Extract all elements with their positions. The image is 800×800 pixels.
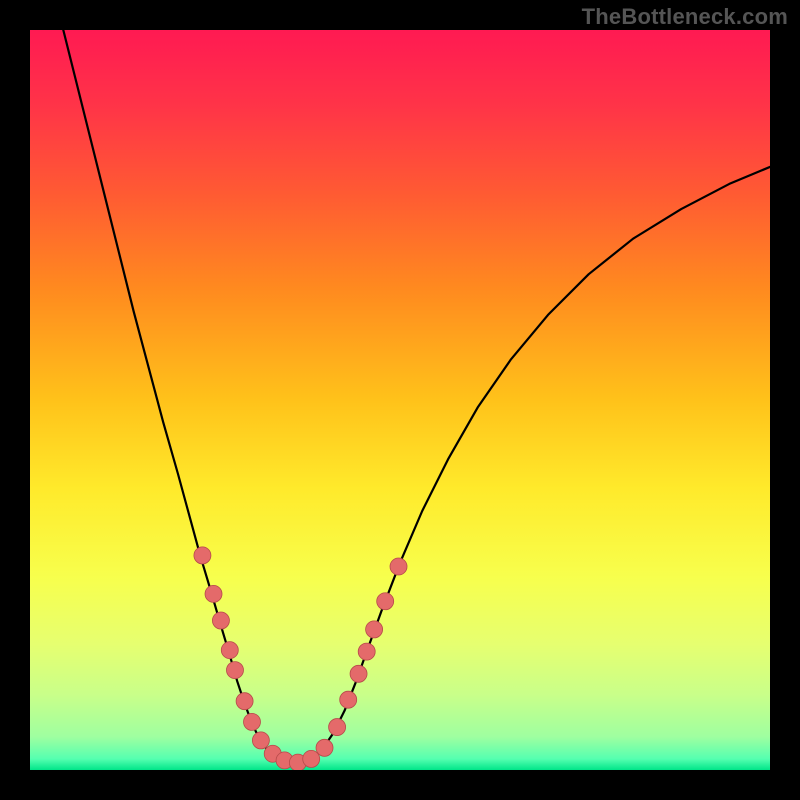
data-marker	[340, 691, 357, 708]
data-marker	[252, 732, 269, 749]
watermark-text: TheBottleneck.com	[582, 4, 788, 30]
data-marker	[350, 665, 367, 682]
chart-svg	[30, 30, 770, 770]
data-marker	[212, 612, 229, 629]
data-marker	[226, 662, 243, 679]
data-marker	[377, 593, 394, 610]
data-marker	[236, 693, 253, 710]
data-marker	[194, 547, 211, 564]
data-marker	[358, 643, 375, 660]
data-marker	[244, 713, 261, 730]
data-marker	[205, 585, 222, 602]
data-marker	[221, 642, 238, 659]
data-marker	[316, 739, 333, 756]
data-marker	[329, 719, 346, 736]
data-marker	[303, 750, 320, 767]
gradient-background	[30, 30, 770, 770]
data-marker	[366, 621, 383, 638]
data-marker	[390, 558, 407, 575]
plot-area	[30, 30, 770, 770]
